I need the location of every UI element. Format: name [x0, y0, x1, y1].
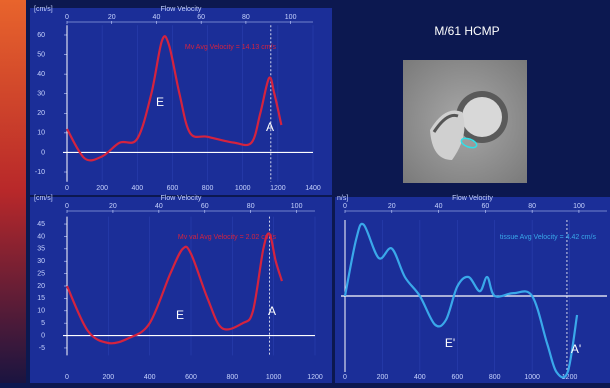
x-tick-label: 800: [202, 185, 214, 192]
y-tick-label: 30: [37, 91, 45, 98]
wave-label: E: [156, 95, 164, 109]
x-tick-label: 400: [414, 374, 426, 381]
x-tick-label: 1000: [235, 185, 251, 192]
x-tick-label: 200: [102, 374, 114, 381]
y-tick-label: 60: [37, 32, 45, 39]
mri-image: [403, 60, 527, 183]
x-tick-label: 200: [377, 374, 389, 381]
y-tick-label: 35: [37, 246, 45, 253]
panel: [30, 197, 332, 383]
top-tick-label: 20: [388, 203, 396, 210]
slide-title: M/61 HCMP: [434, 24, 499, 38]
top-tick-label: 80: [528, 203, 536, 210]
slide: M/61 HCMP Flow Velocity[cm/s]02004006008…: [0, 0, 610, 383]
y-unit: [cm/s]: [34, 6, 53, 13]
top-tick-label: 80: [242, 14, 250, 21]
top-tick-label: 0: [343, 203, 347, 210]
y-tick-label: 15: [37, 295, 45, 302]
y-tick-label: 5: [41, 320, 45, 327]
x-tick-label: 1000: [524, 374, 540, 381]
annotation: Mv val Avg Velocity = 2.02 cm/s: [178, 234, 277, 241]
x-tick-label: 1400: [305, 185, 321, 192]
panel: [335, 197, 610, 383]
y-tick-label: 40: [37, 71, 45, 78]
top-tick-label: 20: [108, 14, 116, 21]
y-tick-label: 0: [41, 149, 45, 156]
y-tick-label: 45: [37, 221, 45, 228]
top-tick-label: 0: [65, 14, 69, 21]
top-tick-label: 40: [155, 203, 163, 210]
top-tick-label: 60: [201, 203, 209, 210]
top-tick-label: 60: [481, 203, 489, 210]
x-tick-label: 1200: [307, 374, 323, 381]
top-tick-label: 100: [291, 203, 303, 210]
wave-label: E: [176, 308, 184, 322]
chart-title: Flow Velocity: [452, 195, 493, 202]
x-tick-label: 1200: [270, 185, 286, 192]
wave-label: A: [268, 304, 276, 318]
x-tick-label: 0: [65, 374, 69, 381]
y-unit: [cm/s]: [34, 195, 53, 202]
y-tick-label: -10: [35, 169, 45, 176]
wave-label: A: [266, 120, 274, 134]
top-tick-label: 20: [109, 203, 117, 210]
y-tick-label: 25: [37, 270, 45, 277]
top-tick-label: 0: [65, 203, 69, 210]
y-tick-label: 40: [37, 233, 45, 240]
y-tick-label: 0: [41, 332, 45, 339]
x-tick-label: 600: [451, 374, 463, 381]
x-tick-label: 800: [489, 374, 501, 381]
x-tick-label: 600: [185, 374, 197, 381]
y-tick-label: 30: [37, 258, 45, 265]
side-strip: [0, 0, 26, 383]
x-tick-label: 400: [131, 185, 143, 192]
y-tick-label: 50: [37, 51, 45, 58]
x-tick-label: 0: [343, 374, 347, 381]
x-tick-label: 600: [167, 185, 179, 192]
x-tick-label: 1000: [266, 374, 282, 381]
annotation: Mv Avg Velocity = 14.13 cm/s: [185, 44, 277, 51]
y-tick-label: 10: [37, 130, 45, 137]
top-tick-label: 100: [285, 14, 297, 21]
y-tick-label: 10: [37, 308, 45, 315]
wave-label: E': [445, 336, 455, 350]
x-tick-label: 200: [96, 185, 108, 192]
y-tick-label: -5: [39, 345, 45, 352]
wave-label: A': [571, 342, 581, 356]
top-tick-label: 80: [247, 203, 255, 210]
x-tick-label: 800: [226, 374, 238, 381]
x-tick-label: 400: [144, 374, 156, 381]
x-tick-label: 0: [65, 185, 69, 192]
y-tick-label: 20: [37, 110, 45, 117]
top-tick-label: 40: [435, 203, 443, 210]
y-unit: n/s]: [337, 195, 348, 202]
annotation: tissue Avg Velocity = 4.42 cm/s: [500, 234, 597, 241]
top-tick-label: 60: [197, 14, 205, 21]
top-tick-label: 100: [573, 203, 585, 210]
chart-title: Flow Velocity: [161, 195, 202, 202]
top-tick-label: 40: [153, 14, 161, 21]
chart-title: Flow Velocity: [161, 6, 202, 13]
y-tick-label: 20: [37, 283, 45, 290]
